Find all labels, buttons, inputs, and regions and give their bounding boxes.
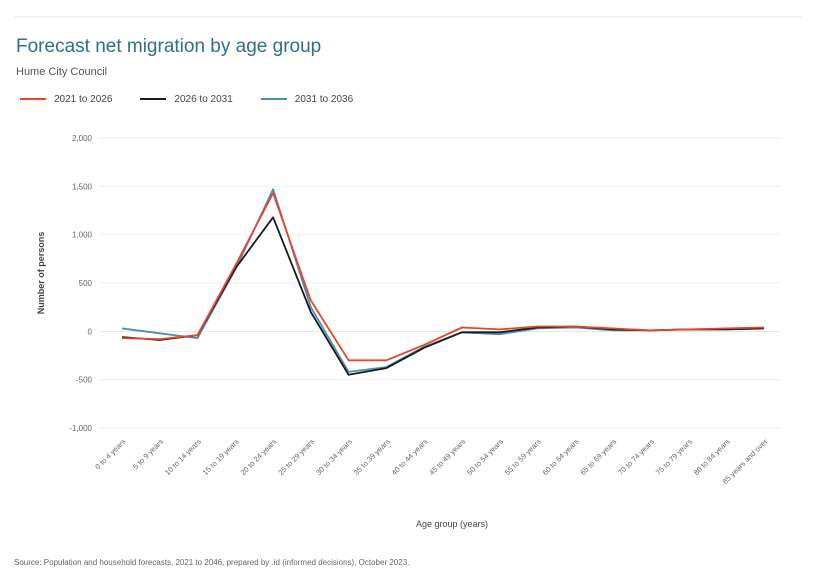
x-tick-label: 70 to 74 years <box>616 437 656 477</box>
line-chart: -1,000 -500 0 500 1,000 1,500 2,000 0 to 4 yea… <box>36 134 780 529</box>
series-line-2031-to-2036[interactable] <box>121 188 765 373</box>
y-tick-label: 1,500 <box>72 182 93 191</box>
legend-item-2026-2031[interactable]: 2026 to 2031 <box>140 93 233 105</box>
top-divider <box>14 16 802 18</box>
legend-item-2021-2026[interactable]: 2021 to 2026 <box>20 94 112 105</box>
x-axis-label: Age group (years) <box>416 519 488 529</box>
x-tick-label: 20 to 24 years <box>238 437 278 477</box>
x-tick-label: 55 to 59 years <box>503 437 543 477</box>
y-tick-label: 1,000 <box>72 231 93 240</box>
x-tick-label: 60 to 64 years <box>541 437 581 477</box>
legend-swatch-2021-2026 <box>20 98 46 100</box>
x-tick-label: 50 to 54 years <box>465 437 505 477</box>
series-line-2021-to-2026[interactable] <box>121 192 765 362</box>
legend-swatch-2026-2031 <box>140 98 167 100</box>
x-tick-label: 80 to 84 years <box>692 437 732 477</box>
y-tick-label: -500 <box>76 376 93 385</box>
y-tick-label: 2,000 <box>72 134 93 143</box>
legend-label-2021-2026: 2021 to 2026 <box>54 93 113 105</box>
chart-legend: 2021 to 2026 2026 to 2031 2031 to 2036 <box>20 92 381 106</box>
chart-subtitle: Hume City Council <box>16 66 108 78</box>
y-tick-label: 0 <box>88 327 93 336</box>
legend-label-2031-2036: 2031 to 2036 <box>294 93 354 105</box>
source-note: Source: Population and household forecas… <box>14 558 410 567</box>
legend-swatch-2031-2036 <box>260 98 287 100</box>
y-tick-label: -1,000 <box>69 424 92 433</box>
y-tick-label: 500 <box>79 279 93 288</box>
chart-title: Forecast net migration by age group <box>16 36 322 57</box>
legend-item-2031-2036[interactable]: 2031 to 2036 <box>260 93 354 105</box>
y-axis-ticks: -1,000 -500 0 500 1,000 1,500 2,000 <box>69 134 92 433</box>
x-tick-label: 45 to 49 years <box>427 437 467 477</box>
legend-label-2026-2031: 2026 to 2031 <box>174 93 233 105</box>
y-axis-label: Number of persons <box>36 232 46 315</box>
x-tick-label: 75 to 79 years <box>654 437 694 477</box>
x-tick-label: 35 to 39 years <box>352 437 392 477</box>
x-tick-label: 25 to 29 years <box>276 437 316 477</box>
x-tick-label: 10 to 14 years <box>163 437 203 477</box>
series-lines <box>121 188 765 376</box>
x-tick-label: 65 to 69 years <box>578 437 618 477</box>
x-tick-label: 5 to 9 years <box>131 437 165 471</box>
x-tick-label: 40 to 44 years <box>390 437 430 477</box>
x-tick-label: 30 to 34 years <box>314 437 354 477</box>
x-tick-label: 15 to 19 years <box>201 437 241 477</box>
gridlines <box>100 137 780 429</box>
x-tick-label: 0 to 4 years <box>93 437 127 471</box>
